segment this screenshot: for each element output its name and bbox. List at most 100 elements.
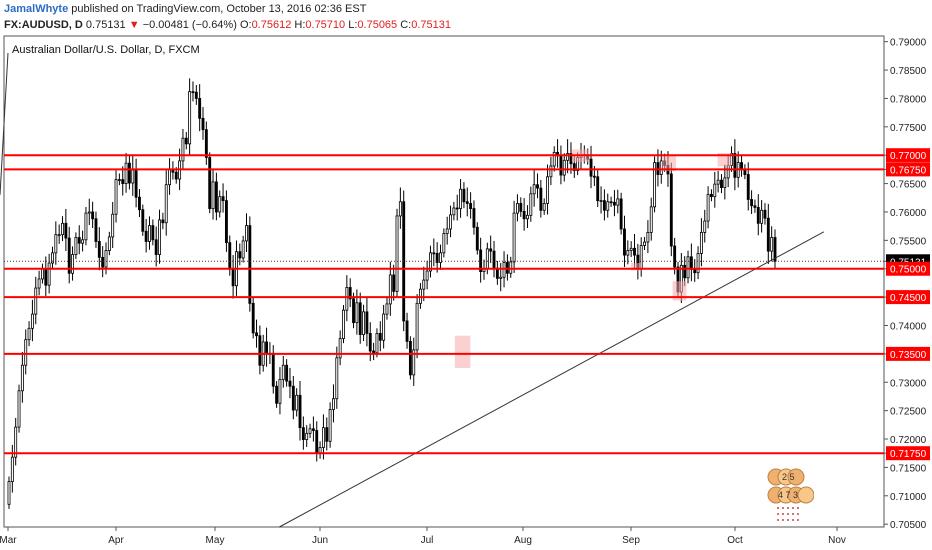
y-tick-label: 0.73500 [890, 350, 927, 361]
event-badges[interactable]: 2 5 4 7 3 [764, 468, 815, 526]
candle [572, 163, 576, 171]
candle [44, 268, 48, 286]
candle [24, 339, 28, 366]
candle [338, 338, 342, 359]
candle [255, 332, 258, 337]
candle [552, 151, 556, 167]
candle [231, 268, 235, 287]
candle [121, 179, 125, 184]
candle [602, 200, 606, 211]
candle [47, 262, 51, 286]
y-label-box [886, 446, 930, 461]
candle [208, 157, 212, 209]
candle [619, 198, 623, 230]
candle [358, 302, 362, 335]
candle [706, 193, 710, 222]
candle [412, 349, 416, 376]
candle [37, 278, 41, 289]
candle [198, 98, 202, 119]
y-tick-label: 0.77000 [890, 151, 927, 162]
close-value: 0.75131 [411, 19, 451, 31]
candle [392, 274, 396, 292]
candle [291, 385, 295, 411]
candle [710, 193, 713, 198]
candle [502, 262, 506, 278]
candle [117, 179, 121, 182]
author-link[interactable]: JamalWhyte [4, 3, 69, 15]
candle [726, 165, 730, 179]
candle [281, 364, 285, 380]
candle [258, 335, 262, 366]
candle [111, 213, 115, 238]
candle [81, 239, 85, 244]
candle [241, 240, 245, 259]
candle [609, 201, 613, 204]
candle [703, 220, 707, 233]
published-text: published on TradingView.com, October 13… [71, 3, 367, 15]
candle [522, 210, 526, 220]
y-tick-label: 0.74500 [890, 293, 927, 304]
down-arrow-icon: ▼ [128, 19, 140, 31]
candle [27, 327, 31, 341]
candle [372, 350, 376, 354]
candle [161, 219, 165, 224]
candle [188, 91, 192, 145]
candle [10, 456, 14, 482]
candle [475, 226, 479, 251]
candle [673, 245, 677, 268]
candle [388, 274, 392, 305]
candle [626, 250, 630, 256]
y-tick-label: 0.72000 [890, 435, 927, 446]
candle [91, 211, 95, 220]
badge-row-1: 2 5 [782, 472, 795, 482]
candle [352, 298, 355, 324]
candle [14, 426, 18, 458]
candle [7, 481, 11, 505]
candle [452, 207, 456, 216]
candle [288, 380, 292, 387]
candle [479, 249, 483, 272]
candle [87, 211, 91, 214]
candle [238, 251, 242, 259]
candle [756, 207, 760, 224]
open-label: O: [239, 19, 252, 31]
candle [54, 234, 58, 254]
candle [596, 176, 600, 202]
publish-info: JamalWhyte published on TradingView.com,… [4, 3, 366, 15]
candle [325, 427, 329, 442]
candle [542, 203, 546, 211]
candle [57, 234, 61, 237]
candle [362, 311, 366, 335]
candle [271, 352, 275, 387]
candle [342, 309, 345, 339]
candle [345, 287, 349, 311]
candle [158, 219, 161, 255]
symbol-label: FX:AUDUSD, D [4, 19, 83, 31]
candle [382, 313, 386, 341]
candle [224, 200, 228, 244]
candle [34, 287, 38, 315]
touch-highlight [454, 335, 471, 369]
candle [649, 206, 653, 233]
touch-highlight [672, 281, 687, 301]
y-tick-label: 0.78500 [890, 66, 927, 77]
candle [201, 117, 205, 131]
candle [489, 248, 493, 252]
x-tick-label: Jun [312, 535, 328, 546]
candle [599, 200, 603, 203]
candle [321, 427, 325, 448]
candle [64, 222, 68, 239]
candle [613, 201, 616, 206]
candle [184, 137, 188, 145]
candle [134, 169, 138, 198]
candle [221, 196, 225, 202]
close-label: C: [400, 19, 412, 31]
candle [191, 91, 195, 94]
candle [298, 394, 302, 429]
candle [546, 176, 549, 204]
candle [770, 237, 774, 252]
candle [84, 212, 88, 241]
candle [472, 208, 476, 228]
x-tick-label: Mar [0, 535, 17, 546]
